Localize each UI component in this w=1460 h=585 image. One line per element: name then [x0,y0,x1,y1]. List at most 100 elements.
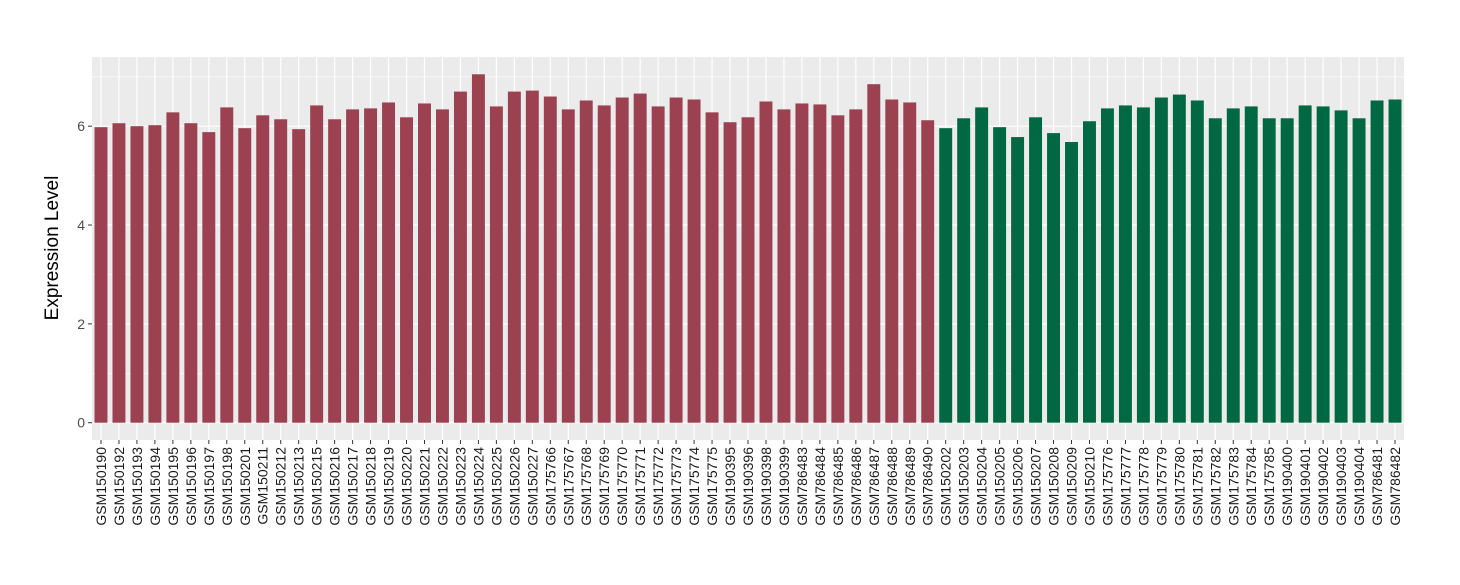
x-tick-label: GSM190403 [1333,447,1349,526]
bar-GSM150192 [112,123,126,423]
x-tick-label: GSM150223 [452,447,468,526]
x-tick-label: GSM150196 [183,447,199,526]
bar-GSM190404 [1352,118,1366,423]
x-tick-label: GSM786483 [794,447,810,526]
x-tick-label: GSM175785 [1261,447,1277,526]
x-tick-label: GSM150195 [165,447,181,526]
bar-GSM786487 [867,84,881,423]
bar-GSM150209 [1065,142,1078,423]
bar-GSM786488 [885,99,899,423]
bar-GSM150211 [256,115,270,423]
bar-GSM175780 [1172,94,1186,423]
bar-GSM190399 [777,109,791,423]
bar-GSM175779 [1154,97,1168,423]
x-tick-label: GSM150226 [506,447,522,526]
x-tick-label: GSM150208 [1046,447,1062,526]
x-tick-label: GSM150198 [219,447,235,526]
bar-GSM150225 [489,106,503,423]
bar-GSM150213 [292,129,306,423]
bar-GSM190402 [1316,106,1330,423]
bar-GSM175785 [1262,118,1276,423]
bar-GSM150220 [400,117,413,423]
x-tick-label: GSM150209 [1064,447,1080,526]
x-tick-label: GSM150227 [524,447,540,526]
bar-GSM150226 [507,91,521,423]
bar-GSM786486 [849,109,863,423]
x-tick-label: GSM175769 [596,447,612,526]
bar-GSM150204 [975,107,989,423]
bar-GSM150190 [94,127,108,423]
bar-GSM150196 [184,123,198,423]
x-tick-label: GSM150206 [1010,447,1026,526]
x-tick-label: GSM150194 [147,447,163,526]
x-tick-label: GSM175775 [704,447,720,526]
x-tick-label: GSM190402 [1315,447,1331,526]
x-tick-label: GSM786490 [920,447,936,526]
bars [94,74,1402,423]
bar-GSM175766 [543,96,557,423]
bar-GSM786489 [903,102,917,423]
x-tick-label: GSM150219 [381,447,397,526]
bar-GSM150222 [435,109,449,423]
x-tick-label: GSM150211 [255,447,271,525]
x-tick-label: GSM175783 [1225,447,1241,526]
bar-GSM175770 [615,97,629,423]
x-tick-label: GSM150201 [237,447,253,526]
x-tick-label: GSM150215 [309,447,325,526]
x-tick-label: GSM175780 [1171,447,1187,526]
bar-GSM190396 [741,117,755,423]
bar-GSM150215 [310,105,324,423]
x-tick-label: GSM190395 [722,447,738,526]
bar-GSM786481 [1370,100,1384,423]
x-tick-label: GSM175767 [560,447,576,526]
bar-GSM150227 [525,90,539,423]
x-tick-label: GSM150192 [111,447,127,526]
x-tick-label: GSM175771 [632,447,648,526]
bar-GSM150210 [1083,121,1096,423]
bar-GSM150208 [1047,133,1061,423]
y-tick-label: 6 [77,118,85,134]
bar-GSM175769 [597,105,611,423]
x-tick-label: GSM786481 [1369,447,1385,526]
x-tick-label: GSM175782 [1207,447,1223,526]
bar-GSM175782 [1208,118,1222,423]
bar-GSM786485 [831,115,845,423]
x-tick-label: GSM786482 [1387,447,1403,526]
x-tick-label: GSM175773 [668,447,684,526]
x-tick-label: GSM150197 [201,447,217,526]
x-tick-label: GSM150210 [1081,447,1097,526]
bar-GSM175778 [1136,107,1150,423]
x-tick-label: GSM175777 [1117,447,1133,526]
bar-GSM190395 [723,122,737,423]
x-tick-label: GSM190399 [776,447,792,526]
bar-GSM150212 [274,119,288,423]
x-tick-label: GSM150207 [1028,447,1044,526]
bar-GSM150198 [220,107,234,423]
bar-GSM150224 [471,74,485,423]
x-tick-label: GSM150212 [273,447,289,526]
y-tick-label: 4 [77,217,85,233]
bar-GSM175775 [705,112,719,423]
bar-GSM150194 [148,125,162,423]
bar-GSM175777 [1118,105,1132,423]
x-tick-label: GSM175772 [650,447,666,526]
bar-GSM786482 [1388,99,1402,423]
x-tick-label: GSM190401 [1297,447,1313,526]
x-tick-label: GSM150203 [956,447,972,526]
x-tick-label: GSM150221 [416,447,432,526]
x-tick-label: GSM175774 [686,447,702,526]
bar-GSM786483 [795,103,809,423]
bar-GSM175772 [651,106,665,423]
x-tick-label: GSM786487 [866,447,882,526]
x-tick-label: GSM786485 [830,447,846,526]
x-tick-label: GSM150222 [434,447,450,526]
x-tick-label: GSM150217 [345,447,361,526]
x-tick-label: GSM190404 [1351,447,1367,526]
bar-GSM150201 [238,128,252,423]
x-tick-label: GSM175781 [1189,447,1205,526]
x-tick-label: GSM786486 [848,447,864,526]
y-axis: 0 2 4 6 [77,118,92,431]
bar-GSM175784 [1244,106,1258,423]
x-tick-label: GSM190396 [740,447,756,526]
x-tick-label: GSM150190 [93,447,109,526]
